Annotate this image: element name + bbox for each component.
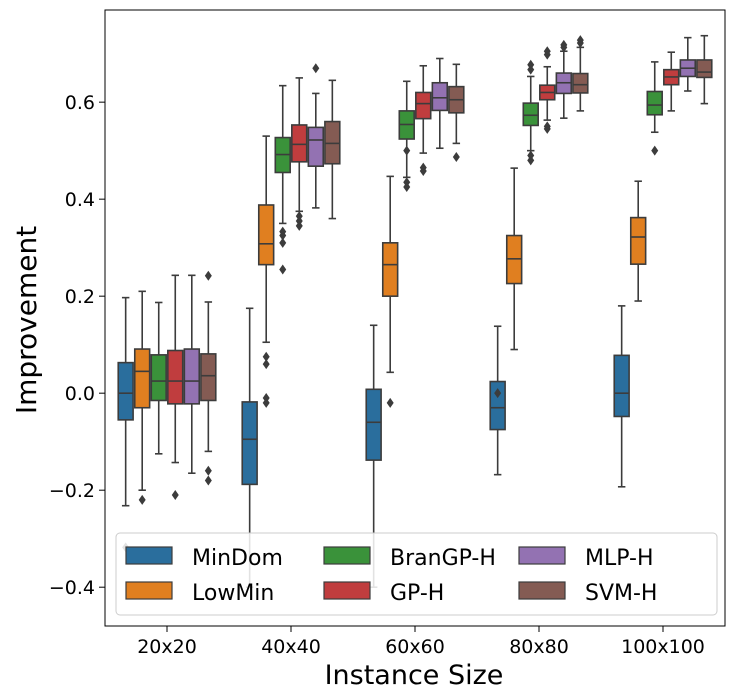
- y-tick-label: −0.2: [49, 480, 95, 502]
- box: [489, 380, 506, 431]
- box: [307, 126, 325, 167]
- legend-label: MinDom: [192, 546, 283, 571]
- outlier-point: [527, 155, 535, 166]
- box: [183, 348, 201, 405]
- series-svm-h: [200, 34, 713, 486]
- legend-label: BranGP-H: [390, 546, 496, 571]
- y-tick-label: 0.2: [65, 286, 95, 308]
- outlier-point: [204, 270, 212, 281]
- outlier-point: [262, 351, 270, 362]
- outlier-point: [312, 63, 320, 74]
- outlier-point: [403, 145, 411, 156]
- legend-swatch: [125, 581, 173, 600]
- outlier-point: [419, 166, 427, 177]
- series-mlp-h: [183, 36, 697, 475]
- outlier-point: [494, 388, 502, 399]
- x-tick-label: 20x20: [137, 636, 197, 658]
- outlier-point: [560, 42, 568, 53]
- outlier-point: [204, 475, 212, 486]
- box: [117, 361, 134, 421]
- outlier-point: [262, 359, 270, 370]
- outlier-point: [279, 230, 287, 241]
- box: [291, 124, 308, 163]
- legend-label: MLP-H: [585, 546, 654, 571]
- legend-swatch: [518, 546, 566, 565]
- legend-swatch: [323, 581, 371, 600]
- outlier-point: [386, 397, 394, 408]
- outlier-point: [204, 465, 212, 476]
- outlier-point: [576, 37, 584, 48]
- outlier-point: [452, 151, 460, 162]
- box: [150, 354, 167, 402]
- box: [522, 102, 539, 127]
- box: [133, 348, 151, 409]
- x-tick-label: 100x100: [621, 636, 705, 658]
- y-axis-label: Improvement: [10, 226, 43, 414]
- outlier-point: [171, 490, 179, 501]
- legend-swatch: [323, 546, 371, 565]
- plot-frame: [104, 9, 726, 627]
- x-axis-label: Instance Size: [325, 660, 504, 691]
- box: [646, 90, 663, 116]
- outlier-point: [279, 264, 287, 275]
- y-tick-label: 0.0: [65, 383, 95, 405]
- y-tick-label: −0.4: [49, 577, 95, 599]
- outlier-point: [279, 237, 287, 248]
- legend-label: LowMin: [192, 581, 274, 606]
- series-brangp-h: [150, 59, 663, 455]
- legend-swatch: [125, 546, 173, 565]
- legend: MinDom LowMin BranGP-H GP-H MLP-H SVM-H: [115, 532, 718, 616]
- box: [629, 216, 647, 265]
- legend-label: SVM-H: [585, 581, 657, 606]
- outlier-point: [543, 123, 551, 134]
- box: [431, 81, 449, 112]
- series-gp-h: [167, 46, 680, 501]
- box: [613, 354, 630, 418]
- legend-swatch: [518, 581, 566, 600]
- legend-label: GP-H: [390, 581, 444, 606]
- outlier-point: [543, 49, 551, 60]
- box: [241, 401, 258, 486]
- outlier-point: [138, 494, 146, 505]
- legend-frame: [115, 532, 718, 616]
- box: [415, 91, 432, 120]
- box: [381, 242, 399, 297]
- outlier-point: [295, 220, 303, 231]
- box: [572, 72, 589, 94]
- outlier-point: [403, 182, 411, 193]
- x-tick-label: 40x40: [261, 636, 321, 658]
- box: [167, 349, 184, 405]
- box: [200, 353, 217, 402]
- outlier-point: [262, 397, 270, 408]
- outlier-point: [527, 64, 535, 75]
- series-lowmin: [133, 135, 647, 505]
- outlier-point: [651, 145, 659, 156]
- x-tick-label: 80x80: [509, 636, 569, 658]
- x-tick-label: 60x60: [385, 636, 445, 658]
- box: [257, 204, 275, 266]
- box: [365, 388, 382, 461]
- box: [696, 59, 713, 79]
- y-tick-label: 0.4: [65, 189, 95, 211]
- y-tick-label: 0.6: [65, 92, 95, 114]
